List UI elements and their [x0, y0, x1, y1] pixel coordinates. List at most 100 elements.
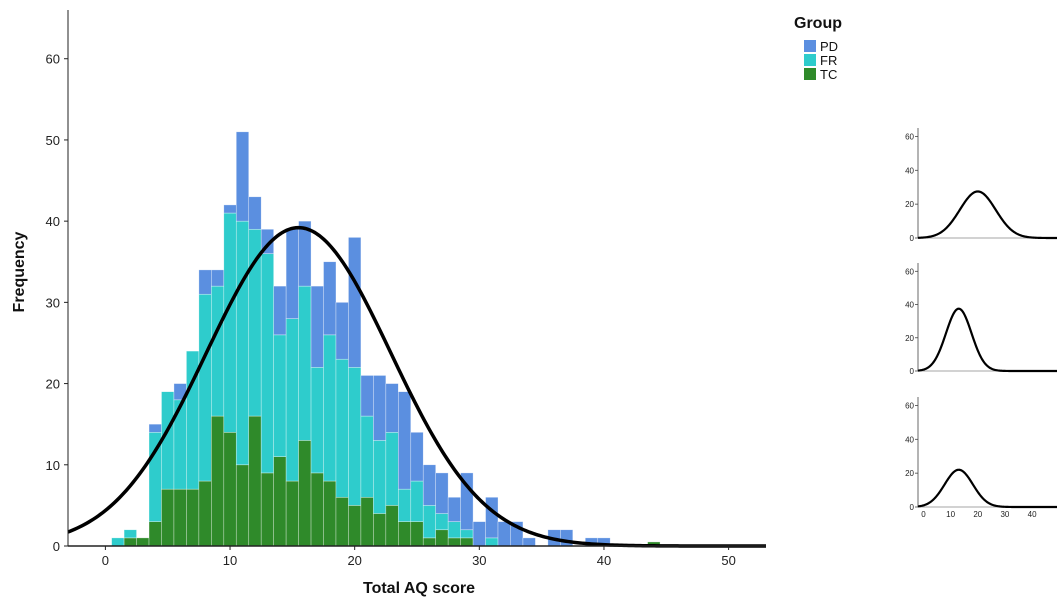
bar-tc-25: [410, 521, 424, 547]
legend-swatch-tc: [804, 68, 816, 80]
bar-tc-29: [460, 537, 474, 547]
bar-pd-32: [497, 521, 511, 547]
bar-pd-34: [522, 537, 536, 547]
bar-fr-22: [373, 440, 387, 514]
bar-fr-1: [111, 537, 125, 547]
mini-y-tick-label: 60: [905, 132, 914, 141]
mini-x-tick-label: 0: [921, 510, 926, 519]
bar-fr-31: [485, 537, 499, 547]
mini-y-tick-label: 60: [905, 267, 914, 276]
bar-fr-13: [260, 253, 274, 474]
bar-tc-26: [422, 537, 436, 547]
bar-tc-11: [235, 464, 250, 547]
y-tick-label: 50: [46, 133, 60, 148]
mini-x-tick-label: 40: [1028, 510, 1037, 519]
mini-density-panels: 0 20 40 60 0 20 40 60 0 20 40 60 0 10 20 30 40: [905, 128, 1057, 519]
y-tick-label: 30: [46, 295, 60, 310]
bar-pd-30: [472, 521, 486, 547]
y-tick-label: 0: [53, 539, 60, 554]
mini-panel-1: 0 20 40 60: [905, 128, 1057, 243]
bar-fr-2: [123, 529, 137, 539]
bar-tc-9: [211, 415, 225, 547]
y-tick-label: 20: [46, 377, 60, 392]
bar-pd-9: [211, 269, 225, 287]
mini-y-tick-label: 0: [910, 367, 915, 376]
bar-pd-24: [398, 391, 412, 490]
bar-tc-12: [248, 415, 262, 547]
bar-pd-20: [348, 237, 362, 368]
mini-panel-3: 0 20 40 60 0 10 20 30 40: [905, 397, 1057, 519]
bar-fr-17: [310, 367, 324, 474]
bar-pd-26: [422, 464, 436, 506]
bar-pd-19: [335, 302, 349, 360]
bar-tc-2: [123, 537, 137, 547]
legend-swatch-fr: [804, 54, 816, 66]
mini-y-tick-label: 0: [910, 503, 915, 512]
x-tick-label: 40: [597, 553, 611, 568]
bar-tc-4: [148, 521, 162, 547]
x-axis-title: Total AQ score: [363, 580, 475, 597]
mini-density-curve: [917, 190, 1057, 240]
bar-tc-22: [373, 513, 387, 547]
bar-fr-11: [235, 220, 250, 466]
mini-y-tick-label: 20: [905, 200, 914, 209]
bar-tc-16: [298, 440, 312, 547]
bar-pd-17: [310, 285, 324, 368]
y-axis-title: Frequency: [11, 231, 28, 312]
bar-pd-25: [410, 432, 424, 482]
bar-fr-16: [298, 285, 312, 441]
bar-tc-20: [348, 505, 362, 547]
bar-tc-14: [273, 456, 287, 547]
bar-pd-31: [485, 496, 499, 539]
bar-tc-17: [310, 472, 324, 547]
bar-pd-8: [198, 269, 212, 295]
x-tick-label: 20: [347, 553, 361, 568]
mini-y-tick-label: 40: [905, 301, 914, 310]
bar-pd-10: [223, 204, 237, 214]
bar-tc-18: [323, 480, 337, 547]
histogram-bars: [111, 131, 661, 547]
legend-label-pd: PD: [820, 39, 838, 54]
mini-y-tick-label: 0: [910, 234, 915, 243]
bar-pd-28: [447, 496, 461, 522]
legend-title: Group: [794, 15, 842, 32]
bar-pd-16: [298, 220, 312, 287]
bar-tc-28: [447, 537, 461, 547]
bar-fr-8: [198, 293, 212, 482]
bar-tc-3: [136, 537, 150, 547]
bar-tc-6: [173, 488, 187, 547]
mini-x-tick-label: 10: [946, 510, 955, 519]
bar-tc-13: [260, 472, 274, 547]
bar-fr-15: [285, 318, 299, 482]
bar-fr-9: [211, 285, 225, 417]
bar-fr-29: [460, 529, 474, 539]
bar-fr-23: [385, 432, 399, 506]
bar-pd-27: [435, 472, 449, 514]
x-axis-ticks: 0 10 20 30 40 50: [102, 546, 736, 568]
mini-y-tick-label: 20: [905, 469, 914, 478]
bar-tc-7: [186, 488, 200, 547]
bar-tc-27: [435, 529, 449, 547]
legend-swatch-pd: [804, 40, 816, 52]
bar-pd-4: [148, 423, 162, 433]
bar-fr-25: [410, 480, 424, 522]
mini-y-tick-label: 60: [905, 401, 914, 410]
bar-fr-18: [323, 334, 337, 482]
bar-pd-12: [248, 196, 262, 230]
bar-fr-24: [398, 488, 412, 522]
bar-fr-14: [273, 334, 287, 457]
bar-pd-23: [385, 383, 399, 433]
y-tick-label: 10: [46, 458, 60, 473]
bar-fr-20: [348, 367, 362, 506]
mini-x-tick-label: 20: [973, 510, 982, 519]
bar-fr-19: [335, 358, 349, 498]
bar-tc-10: [223, 432, 237, 547]
mini-density-curve: [917, 468, 1057, 509]
x-tick-label: 30: [472, 553, 486, 568]
y-tick-label: 40: [46, 214, 60, 229]
x-tick-label: 0: [102, 553, 109, 568]
bar-pd-18: [323, 261, 337, 336]
mini-panel-2: 0 20 40 60: [905, 263, 1057, 376]
